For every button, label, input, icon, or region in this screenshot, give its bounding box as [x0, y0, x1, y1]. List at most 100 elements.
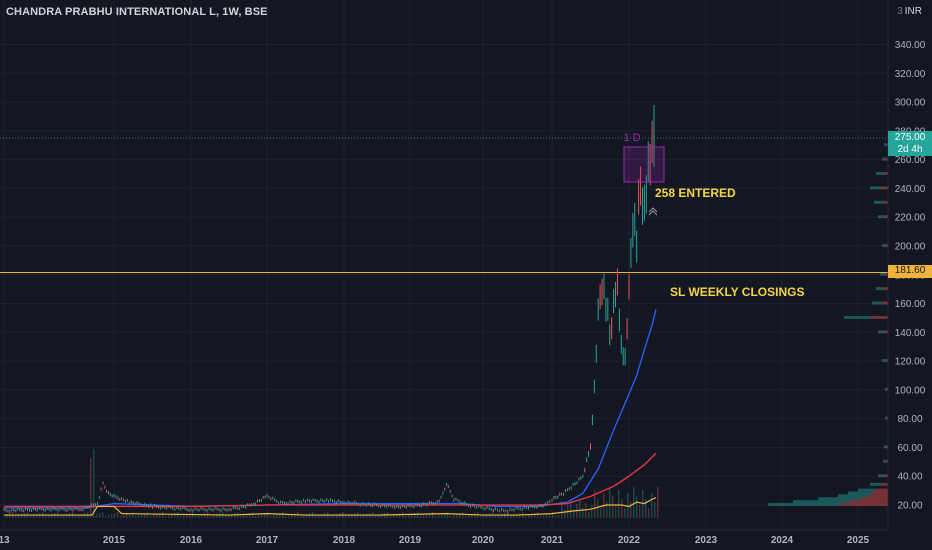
volume-profile-bar: [876, 172, 884, 176]
volume-bar: [306, 514, 308, 518]
volume-bar: [150, 516, 152, 518]
volume-bar: [348, 515, 350, 518]
volume-bar: [300, 516, 302, 518]
last-price-value: 275.00: [894, 132, 926, 143]
volume-bar: [441, 514, 443, 518]
volume-bar: [594, 490, 596, 518]
y-tick-label: 200.00: [895, 241, 926, 252]
volume-bar: [204, 513, 206, 518]
x-axis[interactable]: 13 2015 2016 2017 2018 2019 2020 2021 2022 2023 20…: [0, 529, 888, 546]
volume-bar: [132, 512, 134, 518]
y-tick-label: 260.00: [895, 155, 926, 166]
volume-bar: [258, 515, 260, 518]
volume-bar: [75, 516, 77, 518]
volume-bar: [261, 514, 263, 518]
volume-bar: [264, 513, 266, 518]
x-tick-label: 2019: [399, 535, 422, 546]
volume-profile-bar: [868, 494, 888, 498]
volume-profile-bar: [768, 503, 840, 506]
volume-bar: [396, 514, 398, 518]
volume-bar: [282, 512, 284, 518]
volume-profile-bar: [884, 143, 887, 147]
volume-bar: [183, 515, 185, 518]
volume-profile-bar: [884, 445, 887, 449]
volume-bar: [45, 516, 47, 518]
volume-bar: [243, 515, 245, 518]
volume-profile-bar: [883, 287, 888, 291]
x-tick-label: 2020: [472, 535, 495, 546]
volume-profile-bar: [884, 330, 888, 334]
volume-bar: [318, 515, 320, 518]
volume-bar: [459, 513, 461, 518]
highlight-box[interactable]: [623, 146, 665, 183]
volume-profile-bar: [886, 143, 888, 147]
volume-bar: [528, 515, 530, 518]
chart-grid: [0, 0, 888, 530]
volume-bar: [360, 516, 362, 518]
ma-line-2: [4, 452, 657, 508]
x-tick-label: 2017: [256, 535, 279, 546]
volume-bar: [336, 514, 338, 518]
volume-bar: [291, 514, 293, 518]
volume-bar: [345, 516, 347, 518]
volume-bar: [429, 513, 431, 518]
currency-label[interactable]: 3 INR: [897, 6, 922, 17]
volume-bar: [117, 512, 119, 518]
volume-bar: [171, 514, 173, 518]
volume-bar: [447, 512, 449, 518]
volume-bar: [231, 514, 233, 518]
volume-bar: [465, 516, 467, 518]
volume-bar: [561, 501, 563, 518]
volume-bar: [381, 514, 383, 518]
volume-profile-bar: [882, 200, 888, 204]
volume-bar: [96, 514, 98, 518]
volume-bar: [267, 512, 269, 518]
volume-profile-bar: [870, 315, 888, 319]
stoploss-annotation[interactable]: SL WEEKLY CLOSINGS: [670, 285, 805, 299]
volume-bar: [486, 514, 488, 518]
volume-bar: [597, 499, 599, 518]
volume-bar: [501, 514, 503, 518]
y-tick-label: 120.00: [895, 357, 926, 368]
volume-bar: [18, 515, 20, 518]
volume-bar: [189, 513, 191, 518]
volume-bar: [159, 513, 161, 518]
volume-bar: [126, 514, 128, 518]
volume-profile-bar: [870, 482, 881, 486]
volume-bar: [255, 516, 257, 518]
volume-bar: [90, 458, 92, 518]
volume-bar: [288, 515, 290, 518]
volume-bar: [651, 493, 653, 518]
volume-bar: [48, 515, 50, 518]
volume-profile-bar: [885, 416, 887, 420]
volume-bar: [648, 508, 650, 518]
volume-bar: [366, 514, 368, 518]
horizontal-lines[interactable]: [0, 137, 888, 273]
volume-profile-bar: [880, 272, 885, 276]
volume-bar: [174, 513, 176, 518]
volume-bar: [102, 512, 104, 518]
volume-bar: [333, 515, 335, 518]
volume-bar: [420, 516, 422, 518]
volume-bar: [180, 516, 182, 518]
level-tag: 181.60: [888, 265, 932, 278]
volume-bar: [435, 516, 437, 518]
volume-bar: [582, 508, 584, 518]
x-tick-label: 2024: [771, 535, 794, 546]
y-tick-label: 340.00: [895, 40, 926, 51]
y-tick-label: 60.00: [897, 443, 922, 454]
chevron-icon-2: [648, 210, 658, 216]
box-label: 1 D: [623, 132, 640, 144]
volume-bar: [177, 512, 179, 518]
entry-annotation[interactable]: 258 ENTERED: [655, 186, 736, 200]
ma-line-3: [4, 497, 657, 516]
volume-profile-bar: [883, 172, 888, 176]
volume-bar: [645, 499, 647, 518]
volume-bar: [51, 514, 53, 518]
volume-bar: [408, 515, 410, 518]
volume-bar: [240, 516, 242, 518]
volume-profile-bar: [848, 491, 872, 495]
volume-bar: [453, 515, 455, 518]
volume-bar: [123, 515, 125, 518]
